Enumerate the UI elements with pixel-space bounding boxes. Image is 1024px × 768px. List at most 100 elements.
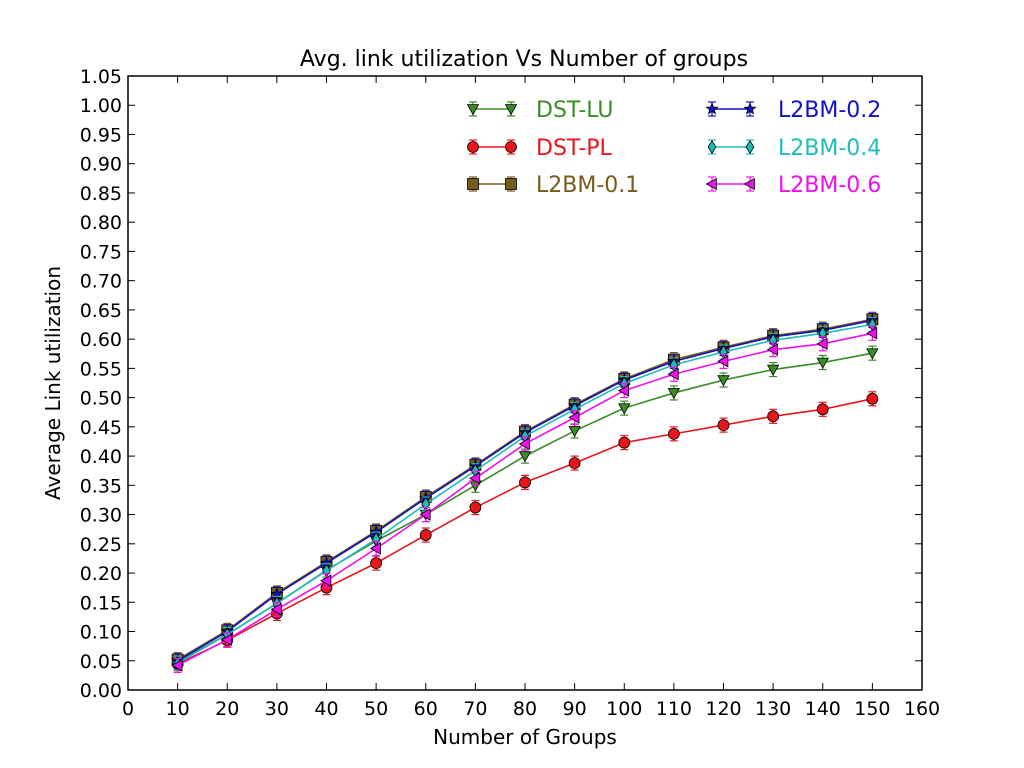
series-l2bm-0-6	[171, 325, 878, 674]
y-tick-label: 0.15	[80, 592, 122, 614]
data-point	[866, 348, 879, 360]
x-tick-label: 30	[265, 698, 289, 720]
y-tick-label: 0.40	[80, 446, 122, 468]
y-tick-label: 0.10	[80, 622, 122, 644]
y-tick-label: 0.75	[80, 241, 122, 263]
legend-marker	[466, 104, 480, 116]
chart-title: Avg. link utilization Vs Number of group…	[300, 47, 748, 72]
x-tick-label: 0	[122, 698, 134, 720]
y-tick-label: 0.70	[80, 271, 122, 293]
legend: DST-LU DST-PL L2BM-0.1 L2BM-0.2 L2BM-0.4 L2BM…	[466, 98, 881, 198]
legend-marker	[505, 141, 517, 153]
legend-label: L2BM-0.6	[778, 173, 881, 198]
data-point	[519, 476, 531, 489]
y-axis-label: Average Link utilization	[41, 266, 65, 500]
data-point	[717, 419, 730, 432]
x-tick-label: 110	[656, 698, 692, 720]
legend-marker	[745, 139, 755, 155]
x-tick-label: 90	[563, 698, 587, 720]
data-point	[618, 436, 631, 449]
data-point	[717, 355, 729, 368]
data-point	[667, 427, 680, 440]
y-tick-label: 0.35	[80, 475, 122, 497]
data-point	[866, 327, 878, 340]
x-tick-label: 60	[414, 698, 438, 720]
legend-label: DST-PL	[536, 136, 613, 161]
data-point	[816, 357, 829, 369]
y-tick-label: 0.85	[80, 183, 122, 205]
legend-marker	[743, 102, 757, 115]
x-axis-label: Number of Groups	[433, 725, 617, 749]
y-tick-label: 1.00	[80, 95, 122, 117]
x-tick-label: 120	[705, 698, 741, 720]
data-point	[469, 472, 481, 485]
data-point	[568, 457, 581, 470]
data-point	[270, 603, 282, 616]
data-point	[419, 529, 432, 541]
data-point	[518, 451, 532, 463]
data-point	[816, 337, 828, 351]
x-tick-label: 20	[215, 698, 239, 720]
data-point	[617, 384, 630, 397]
y-tick-label: 0.55	[80, 358, 122, 380]
x-tick-label: 130	[755, 698, 791, 720]
data-point	[618, 403, 631, 415]
legend-marker	[504, 104, 518, 116]
data-point	[568, 426, 581, 438]
data-point	[369, 542, 381, 555]
data-point	[866, 392, 879, 405]
y-tick-label: 0.20	[80, 563, 122, 585]
x-tick-label: 80	[513, 698, 537, 720]
y-tick-label: 0.05	[80, 651, 122, 673]
x-tick-label: 150	[854, 698, 890, 720]
data-point	[419, 508, 431, 521]
x-tick-label: 70	[463, 698, 487, 720]
x-tick-label: 50	[364, 698, 388, 720]
legend-marker	[505, 178, 517, 190]
y-tick-label: 0.65	[80, 300, 122, 322]
axes: 0 10 20 30 40 50 60 70 80 90 100 110 120 130 140 150 160…	[80, 66, 940, 720]
x-tick-label: 100	[606, 698, 642, 720]
y-tick-label: 0.95	[80, 124, 122, 146]
y-tick-label: 0.90	[80, 154, 122, 176]
legend-marker	[705, 102, 719, 115]
legend-entry: L2BM-0.6	[705, 173, 881, 198]
legend-entry: L2BM-0.1	[467, 173, 639, 198]
legend-marker	[743, 177, 755, 191]
data-point	[568, 411, 580, 424]
y-tick-label: 0.50	[80, 388, 122, 410]
legend-entry: DST-LU	[466, 98, 614, 123]
data-point	[767, 410, 780, 423]
legend-marker	[705, 177, 717, 191]
data-point	[320, 574, 332, 587]
legend-entry: L2BM-0.4	[707, 136, 881, 161]
data-point	[220, 633, 233, 646]
data-point	[667, 368, 679, 381]
y-tick-label: 0.00	[80, 680, 122, 702]
data-point	[370, 557, 383, 570]
legend-entry: L2BM-0.2	[705, 98, 881, 123]
plot-area	[171, 311, 879, 674]
y-tick-label: 0.30	[80, 505, 122, 527]
x-tick-label: 140	[805, 698, 841, 720]
x-tick-label: 160	[904, 698, 940, 720]
legend-label: L2BM-0.4	[778, 136, 881, 161]
y-tick-label: 0.25	[80, 534, 122, 556]
legend-label: DST-LU	[536, 98, 614, 123]
data-point	[171, 659, 183, 672]
data-point	[667, 388, 681, 400]
data-point	[766, 364, 780, 376]
legend-label: L2BM-0.1	[536, 173, 639, 198]
legend-marker	[467, 141, 479, 153]
x-tick-label: 10	[166, 698, 190, 720]
data-point	[518, 437, 530, 450]
legend-marker	[707, 139, 717, 155]
data-point	[469, 501, 482, 514]
x-tick-label: 40	[314, 698, 338, 720]
data-point	[816, 403, 829, 416]
y-tick-label: 0.80	[80, 212, 122, 234]
y-tick-label: 0.45	[80, 417, 122, 439]
legend-marker	[467, 178, 479, 190]
